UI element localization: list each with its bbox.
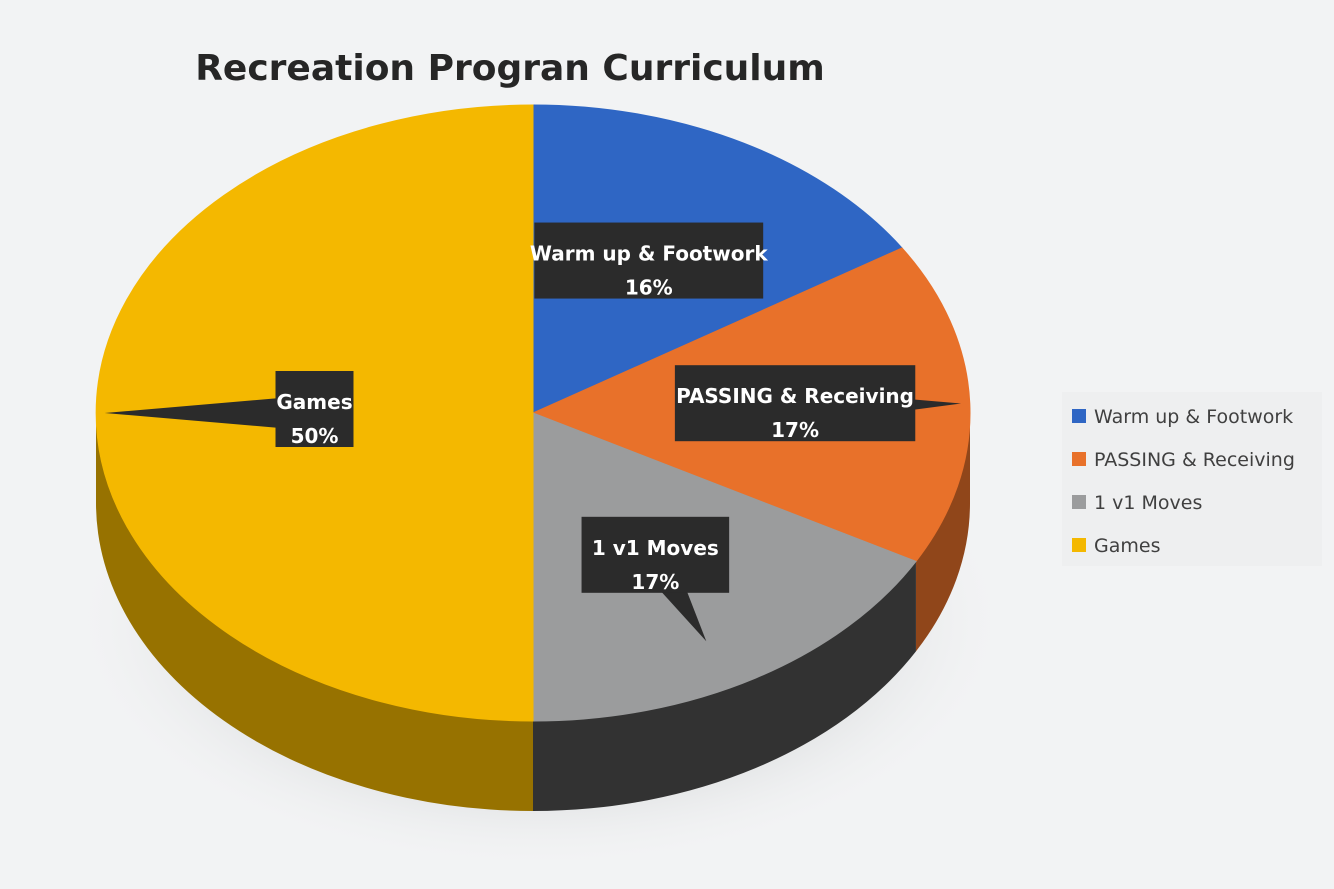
callout-games: Games 50% bbox=[104, 371, 354, 448]
callout-passing-receiving: PASSING & Receiving 17% bbox=[674, 365, 962, 442]
callout-1-v1-moves: 1 v1 Moves 17% bbox=[581, 516, 730, 642]
callout-label-passing-receiving: PASSING & Receiving bbox=[676, 384, 914, 408]
callout-box-passing-receiving bbox=[674, 365, 916, 442]
data-label-games: 50% bbox=[291, 424, 339, 448]
callout-box-warm-up-footwork bbox=[534, 222, 764, 299]
callout-label-1-v1-moves: 1 v1 Moves bbox=[592, 536, 719, 560]
legend: Warm up & Footwork PASSING & Receiving 1 v… bbox=[1072, 406, 1295, 557]
callout-warm-up-footwork: Warm up & Footwork 16% bbox=[530, 222, 768, 300]
legend-background bbox=[1062, 392, 1322, 566]
legend-swatch-passing-receiving bbox=[1072, 452, 1086, 466]
callout-pointer-games bbox=[104, 395, 315, 431]
callout-box-1-v1-moves bbox=[581, 516, 730, 593]
pie-side-1-v1-moves bbox=[533, 561, 916, 811]
pie-side-passing-receiving bbox=[915, 413, 970, 652]
callout-box-games bbox=[275, 371, 354, 447]
legend-label-games: Games bbox=[1094, 535, 1160, 557]
legend-label-passing-receiving: PASSING & Receiving bbox=[1094, 449, 1295, 471]
callout-label-warm-up-footwork: Warm up & Footwork bbox=[530, 242, 768, 266]
legend-swatch-games bbox=[1072, 538, 1086, 552]
data-label-warm-up-footwork: 16% bbox=[625, 276, 673, 300]
legend-swatch-warm-up-footwork bbox=[1072, 409, 1086, 423]
legend-label-warm-up-footwork: Warm up & Footwork bbox=[1094, 406, 1293, 428]
chart-title: Recreation Progran Curriculum bbox=[195, 48, 825, 89]
legend-label-1-v1-moves: 1 v1 Moves bbox=[1094, 492, 1202, 514]
legend-swatch-1-v1-moves bbox=[1072, 495, 1086, 509]
data-label-1-v1-moves: 17% bbox=[631, 570, 679, 594]
callout-label-games: Games bbox=[276, 390, 352, 414]
data-label-passing-receiving: 17% bbox=[771, 418, 819, 442]
